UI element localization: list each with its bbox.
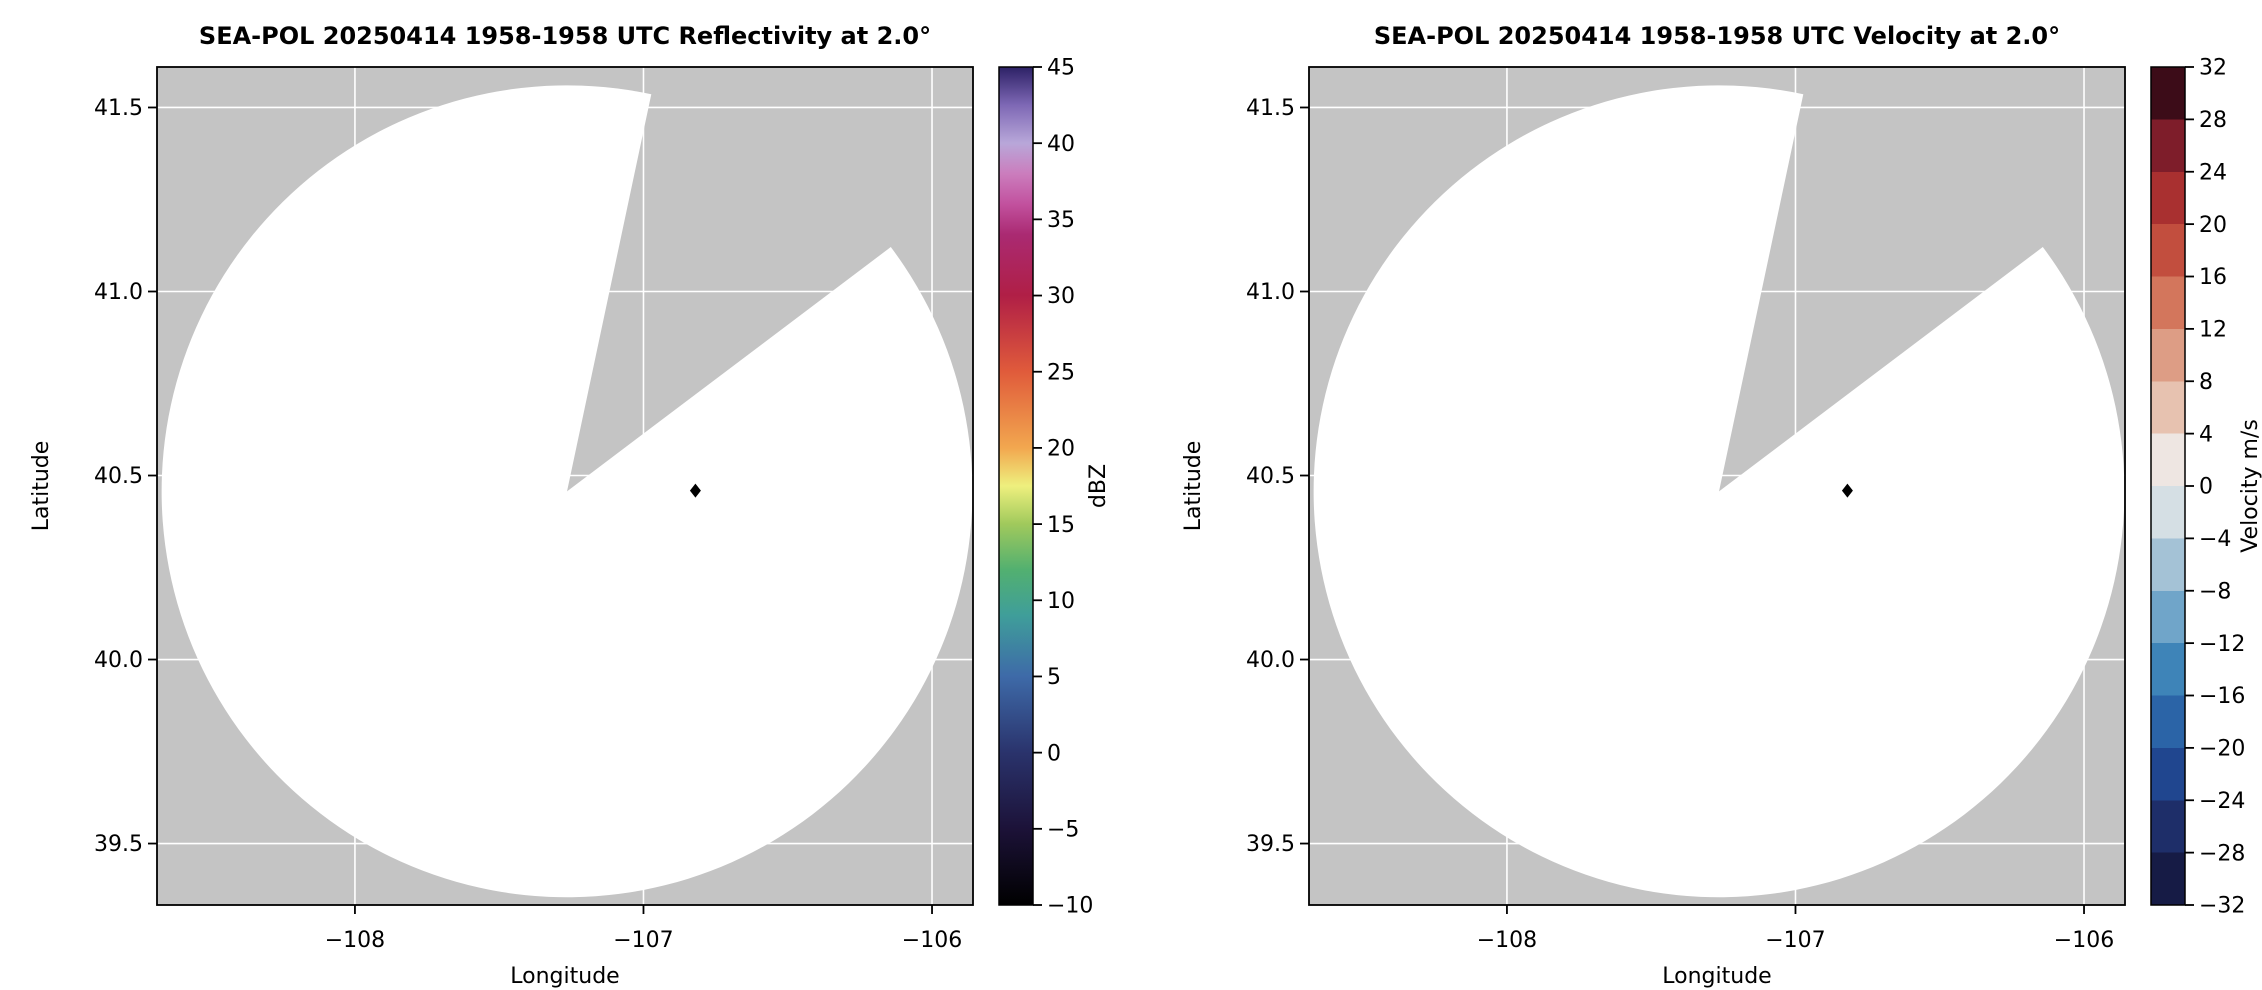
colorbar-tick-label: 30 [1047, 284, 1075, 309]
colorbar-tick-label: 35 [1047, 208, 1075, 233]
panel-title: SEA-POL 20250414 1958-1958 UTC Velocity … [1374, 22, 2060, 50]
radar-scan-area [1313, 85, 2125, 898]
colorbar-tick-label: −24 [2199, 789, 2245, 814]
colorbar-tick-label: 45 [1047, 56, 1075, 81]
colorbar-tick-label: −5 [1047, 818, 1079, 843]
colorbar-tick-label: 28 [2199, 108, 2227, 133]
y-tick-label: 39.5 [1246, 832, 1295, 857]
velocity-panel: −108 −107 −106 39.5 40.0 40.5 41.0 41.5 Longitud… [1181, 22, 2262, 989]
colorbar-tick-label: −32 [2199, 894, 2245, 919]
colorbar-tick-label: 8 [2199, 370, 2213, 395]
colorbar-segment [2151, 695, 2185, 748]
colorbar-tick-label: 0 [2199, 475, 2213, 500]
colorbar-tick-label: −8 [2199, 579, 2231, 604]
colorbar-border [998, 66, 1034, 906]
colorbar-segment [2151, 328, 2185, 382]
y-tick-label: 41.0 [94, 280, 143, 305]
colorbar-tick-label: 4 [2199, 422, 2213, 447]
x-tick-label: −107 [613, 928, 673, 953]
panel-title: SEA-POL 20250414 1958-1958 UTC Reflectiv… [199, 22, 931, 50]
colorbar-segment [2151, 747, 2185, 801]
y-tick-label: 41.0 [1246, 280, 1295, 305]
x-axis-label: Longitude [1662, 964, 1771, 989]
site-marker [1841, 483, 1853, 498]
y-tick-label: 40.5 [1246, 464, 1295, 489]
colorbar-tick-label: −20 [2199, 737, 2245, 762]
colorbar-segment [2151, 538, 2185, 591]
colorbar-segment [2151, 800, 2185, 853]
colorbar-tick-label: 20 [1047, 437, 1075, 462]
colorbar-tick-label: 0 [1047, 741, 1061, 766]
colorbar-tick-label: 40 [1047, 132, 1075, 157]
x-axis-label: Longitude [510, 964, 619, 989]
radar-scan-area [161, 85, 973, 898]
colorbar-tick-label: −12 [2199, 632, 2245, 657]
colorbar-segment [2151, 171, 2185, 225]
x-tick-label: −106 [2054, 928, 2114, 953]
colorbar-tick-label: 10 [1047, 589, 1075, 614]
colorbar-segment [2151, 590, 2185, 644]
colorbar-segment [2151, 852, 2185, 905]
colorbar-tick-label: 16 [2199, 265, 2227, 290]
colorbar-segment [2151, 486, 2185, 539]
colorbar-label: Velocity m/s [2238, 419, 2262, 553]
y-tick-label: 40.0 [1246, 648, 1295, 673]
x-tick-label: −107 [1765, 928, 1825, 953]
colorbar-tick-label: 5 [1047, 665, 1061, 690]
colorbar-segment [2151, 643, 2185, 696]
colorbar-segment [2151, 224, 2185, 277]
colorbar-tick-label: 15 [1047, 513, 1075, 538]
y-tick-label: 41.5 [1246, 96, 1295, 121]
x-tick-label: −106 [902, 928, 962, 953]
colorbar-segment [2151, 67, 2185, 120]
colorbar-tick-label: 25 [1047, 360, 1075, 385]
colorbar-tick-label: −16 [2199, 684, 2245, 709]
colorbar-tick-label: 32 [2199, 56, 2227, 81]
colorbar-segment [2151, 276, 2185, 329]
y-axis-label: Latitude [29, 441, 54, 532]
colorbar [999, 67, 1033, 905]
site-marker [689, 483, 701, 498]
colorbar-segment [2151, 433, 2185, 486]
reflectivity-panel: −108 −107 −106 39.5 40.0 40.5 41.0 41.5 Longitud… [29, 22, 1111, 989]
colorbar-tick-label: −10 [1047, 894, 1093, 919]
y-tick-label: 40.5 [94, 464, 143, 489]
colorbar-segment [2151, 119, 2185, 172]
colorbar-tick-label: −28 [2199, 841, 2245, 866]
colorbar-tick-label: −4 [2199, 527, 2231, 552]
plot-border [156, 66, 974, 906]
y-tick-label: 40.0 [94, 648, 143, 673]
plot-border [1308, 66, 2126, 906]
x-tick-label: −108 [1477, 928, 1537, 953]
y-tick-label: 39.5 [94, 832, 143, 857]
colorbar-tick-label: 12 [2199, 318, 2227, 343]
colorbar-segment [2151, 381, 2185, 434]
colorbar-tick-label: 20 [2199, 213, 2227, 238]
y-tick-label: 41.5 [94, 96, 143, 121]
colorbar-tick-label: 24 [2199, 160, 2227, 185]
y-axis-label: Latitude [1181, 441, 1206, 532]
x-tick-label: −108 [325, 928, 385, 953]
colorbar-label: dBZ [1086, 464, 1111, 508]
